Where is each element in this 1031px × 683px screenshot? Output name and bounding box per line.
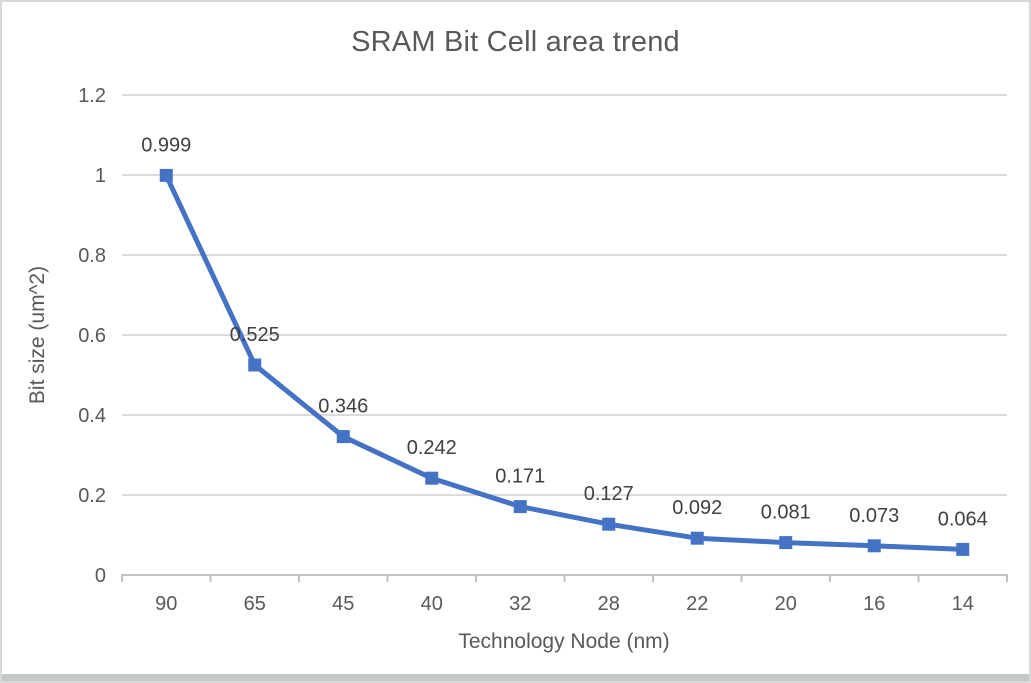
x-tick-label: 45 [332,593,354,615]
data-point-marker [425,471,439,485]
data-point-marker [867,539,881,553]
data-point-marker [336,430,350,444]
data-label: 0.525 [230,324,280,346]
data-label: 0.064 [938,508,988,530]
data-point-marker [248,358,262,372]
data-point-marker [513,500,527,514]
chart-title: SRAM Bit Cell area trend [351,26,680,58]
y-tick-label: 0 [95,565,106,587]
x-tick-label: 28 [598,593,620,615]
y-tick-label: 0.8 [78,245,106,267]
y-tick-label: 1.2 [78,85,106,107]
x-tick-label: 40 [421,593,443,615]
data-point-marker [690,531,704,545]
x-tick-label: 14 [952,593,974,615]
y-tick-label: 0.2 [78,485,106,507]
x-tick-label: 16 [863,593,885,615]
bottom-edge [2,674,1029,681]
data-label: 0.073 [849,505,899,527]
x-tick-label: 32 [509,593,531,615]
y-tick-label: 0.4 [78,405,106,427]
x-tick-label: 22 [686,593,708,615]
y-tick-label: 0.6 [78,325,106,347]
x-tick-label: 65 [244,593,266,615]
data-point-marker [159,168,173,182]
data-point-marker [779,536,793,550]
data-label: 0.171 [495,466,545,488]
x-axis-title: Technology Node (nm) [458,630,670,653]
data-label: 0.346 [318,396,368,418]
data-label: 0.127 [584,483,634,505]
data-point-marker [602,517,616,531]
data-label: 0.081 [761,502,811,524]
series-line [163,172,966,552]
data-point-marker [956,542,970,556]
data-label: 0.242 [407,437,457,459]
x-tick-label: 20 [775,593,797,615]
x-tick-label: 90 [155,593,177,615]
y-tick-label: 1 [95,165,106,187]
data-label: 0.999 [141,134,191,156]
data-label: 0.092 [672,497,722,519]
